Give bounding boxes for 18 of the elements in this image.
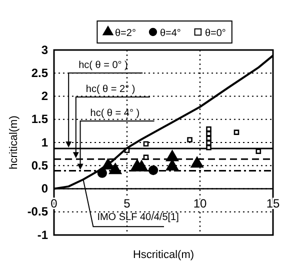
y-tick-label: 2.5 <box>31 66 48 80</box>
annotation: hc( θ = 2° ) <box>86 84 136 95</box>
y-tick-label: -1 <box>37 228 48 242</box>
y-tick-label: 0 <box>41 182 48 196</box>
y-tick-label: 1 <box>41 135 48 150</box>
y-tick-label: 2 <box>41 89 48 104</box>
text: IMO SLF 40/4/5[1] <box>97 212 180 224</box>
x-tick-label: 10 <box>193 196 207 210</box>
x-axis-title: Hscritical(m) <box>132 249 194 261</box>
x-tick-label: 5 <box>124 196 131 210</box>
y-tick-label: 0.5 <box>31 158 48 172</box>
legend-label: θ=0° <box>204 28 226 39</box>
y-tick-label: 1.5 <box>31 112 48 126</box>
legend-label: θ=4° <box>160 28 181 39</box>
legend-label: θ=2° <box>115 28 136 39</box>
y-tick-label: -0.5 <box>27 204 48 219</box>
y-tick-label: 3 <box>41 42 48 57</box>
y-axis-title: hcritical(m) <box>8 116 20 170</box>
